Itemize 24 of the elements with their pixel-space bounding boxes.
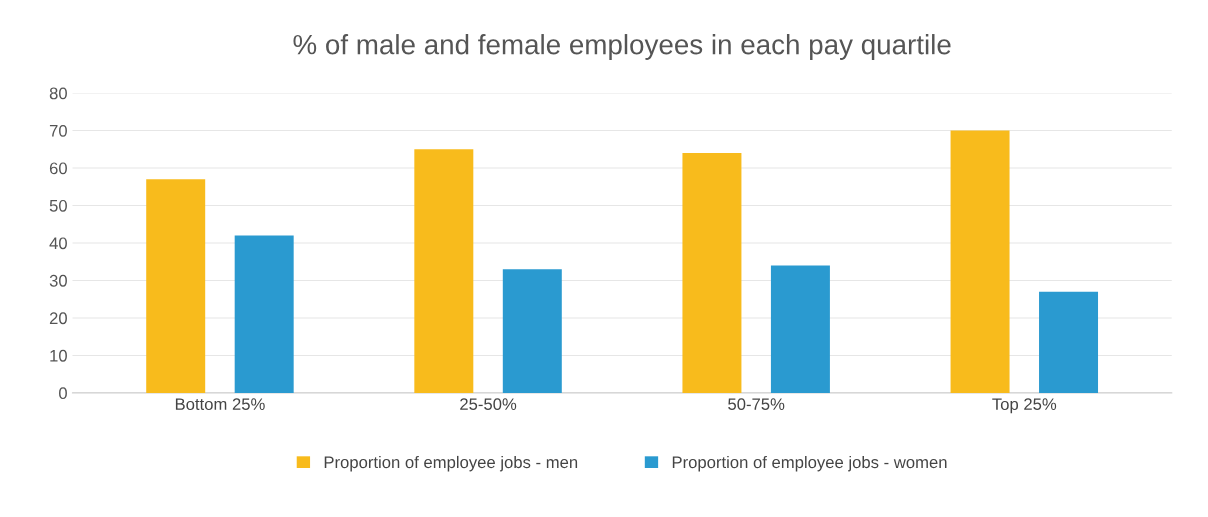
y-tick-label: 20: [49, 312, 67, 325]
x-tick-label: 50-75%: [728, 398, 785, 411]
x-tick-label: Bottom 25%: [175, 398, 265, 411]
chart-title: % of male and female employees in each pay quartile: [293, 34, 951, 60]
bar: [950, 130, 1010, 393]
bar: [414, 149, 474, 393]
legend-label: Proportion of employee jobs - women: [672, 455, 947, 472]
x-tick-label: Top 25%: [992, 398, 1057, 414]
bar: [770, 265, 830, 393]
y-tick-label: 0: [59, 387, 67, 400]
bar: [1039, 291, 1099, 393]
y-tick-label: 70: [49, 124, 67, 137]
y-tick-label: 10: [50, 349, 67, 362]
y-tick-label: 80: [49, 87, 67, 100]
x-tick-label: 25-50%: [460, 398, 517, 411]
bar: [682, 153, 742, 393]
y-tick-label: 60: [49, 162, 67, 175]
bar: [502, 269, 562, 393]
y-tick-label: 40: [49, 237, 67, 250]
bar: [146, 179, 206, 393]
y-tick-label: 50: [49, 199, 67, 212]
legend-label: Proportion of employee jobs - men: [324, 455, 578, 472]
bar: [234, 235, 294, 393]
y-tick-label: 30: [49, 274, 67, 287]
